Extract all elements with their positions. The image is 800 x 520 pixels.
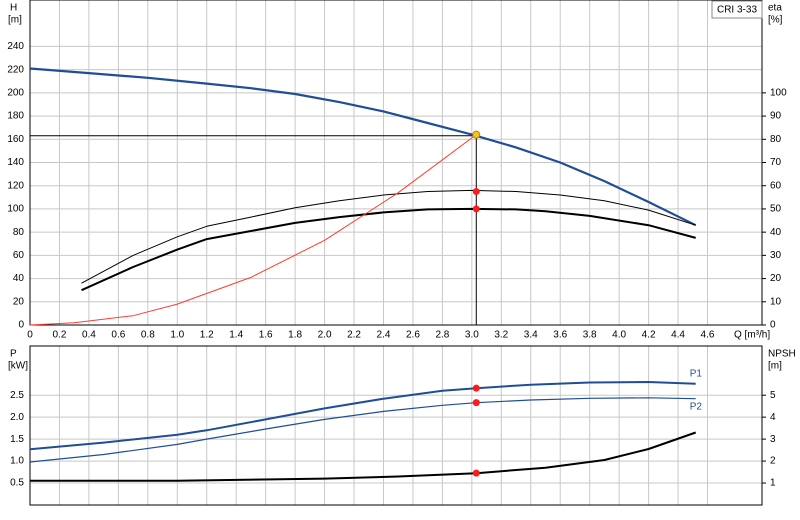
y2-tick-label: 80 — [770, 134, 782, 145]
y-axis-label: H — [10, 3, 17, 14]
series-label: P1 — [690, 368, 703, 379]
series-label: P2 — [690, 401, 703, 412]
y-tick-label: 180 — [7, 111, 24, 122]
y-tick-label: 120 — [7, 180, 24, 191]
y-tick-label: 80 — [13, 227, 25, 238]
y2-tick-label: 30 — [770, 250, 782, 261]
curve — [29, 67, 697, 227]
y2-axis-label: eta — [768, 3, 782, 14]
y2-tick-label: 60 — [770, 180, 782, 191]
y-axis-unit: [m] — [8, 15, 22, 26]
y-tick-label: 0 — [18, 320, 24, 331]
curve — [81, 189, 696, 284]
y-tick-label: 1.5 — [10, 434, 24, 445]
x-tick-label: 4.2 — [642, 330, 656, 341]
x-tick-label: 3.8 — [583, 330, 597, 341]
y-tick-label: 60 — [13, 250, 25, 261]
plot-frame — [29, 345, 763, 506]
y-tick-label: 100 — [7, 204, 24, 215]
y-tick-label: 240 — [7, 41, 24, 52]
x-tick-label: 2.6 — [406, 330, 420, 341]
y2-tick-label: 5 — [770, 390, 776, 401]
x-axis-label: Q [m³/h] — [734, 330, 770, 341]
curve — [29, 381, 696, 451]
title-box — [711, 0, 763, 19]
x-tick-label: 2.8 — [435, 330, 449, 341]
y-tick-label: 140 — [7, 157, 24, 168]
x-tick-label: 4.0 — [612, 330, 626, 341]
x-tick-label: 0.6 — [111, 330, 125, 341]
curve — [29, 397, 696, 463]
y2-tick-label: 20 — [770, 273, 782, 284]
x-tick-label: 3.2 — [494, 330, 508, 341]
y2-axis-unit: [%] — [768, 15, 783, 26]
operating-point — [472, 130, 481, 139]
x-tick-label: 3.4 — [524, 330, 538, 341]
y-tick-label: 2.0 — [10, 412, 24, 423]
x-tick-label: 2.2 — [347, 330, 361, 341]
chart-title: CRI 3-33 — [717, 5, 757, 16]
curve — [29, 134, 477, 326]
x-tick-label: 2.0 — [318, 330, 332, 341]
x-tick-label: 0.2 — [53, 330, 67, 341]
y-axis-unit: [kW] — [8, 361, 28, 372]
x-tick-label: 1.2 — [200, 330, 214, 341]
y-tick-label: 220 — [7, 64, 24, 75]
y2-tick-label: 3 — [770, 434, 776, 445]
curve — [81, 207, 696, 292]
y2-axis-label: NPSH — [768, 349, 796, 360]
x-tick-label: 4.6 — [701, 330, 715, 341]
y2-tick-label: 90 — [770, 111, 782, 122]
y-tick-label: 2.5 — [10, 390, 24, 401]
operating-point — [472, 469, 480, 477]
x-tick-label: 3.6 — [553, 330, 567, 341]
y2-axis-unit: [m] — [768, 361, 782, 372]
y-tick-label: 40 — [13, 273, 25, 284]
x-tick-label: 0 — [27, 330, 33, 341]
x-tick-label: 1.4 — [229, 330, 243, 341]
y2-tick-label: 4 — [770, 412, 776, 423]
operating-point — [472, 399, 480, 407]
x-tick-label: 0.4 — [82, 330, 96, 341]
y2-tick-label: 70 — [770, 157, 782, 168]
y2-tick-label: 1 — [770, 478, 776, 489]
x-tick-label: 4.4 — [671, 330, 685, 341]
x-tick-label: 1.8 — [288, 330, 302, 341]
y-axis-label: P — [10, 349, 17, 360]
x-tick-label: 1.6 — [259, 330, 273, 341]
x-tick-label: 3.0 — [465, 330, 479, 341]
operating-point — [472, 188, 480, 196]
y2-tick-label: 2 — [770, 456, 776, 467]
operating-point — [472, 384, 480, 392]
y2-tick-label: 0 — [770, 320, 776, 331]
y-tick-label: 160 — [7, 134, 24, 145]
y-tick-label: 20 — [13, 296, 25, 307]
y-tick-label: 200 — [7, 87, 24, 98]
y2-tick-label: 50 — [770, 204, 782, 215]
plot-frame — [29, 0, 763, 326]
x-tick-label: 1.0 — [170, 330, 184, 341]
operating-point — [472, 205, 480, 213]
y2-tick-label: 10 — [770, 296, 782, 307]
y-tick-label: 0.5 — [10, 478, 24, 489]
y2-tick-label: 40 — [770, 227, 782, 238]
y2-tick-label: 100 — [770, 87, 787, 98]
x-tick-label: 2.4 — [377, 330, 391, 341]
y-tick-label: 1.0 — [10, 456, 24, 467]
x-tick-label: 0.8 — [141, 330, 155, 341]
